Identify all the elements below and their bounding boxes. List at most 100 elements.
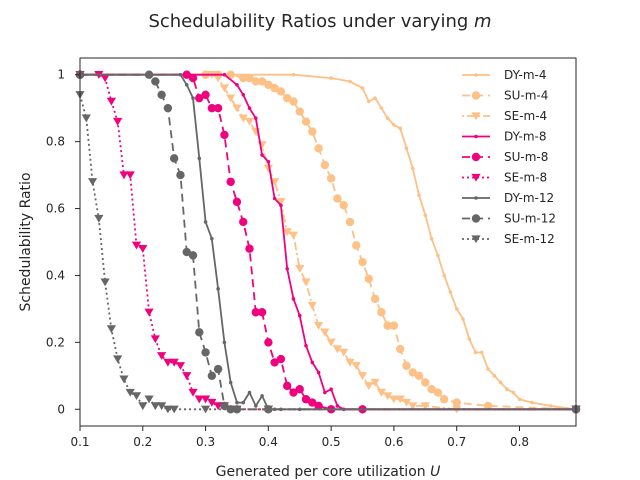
data-point	[433, 388, 443, 397]
data-point	[480, 350, 484, 355]
legend-item: SE-m-8	[462, 171, 547, 185]
x-tick-label: 0.8	[510, 435, 529, 449]
data-point	[408, 368, 417, 377]
data-point	[373, 96, 377, 100]
data-point	[87, 178, 98, 186]
data-point	[200, 395, 211, 404]
data-point	[247, 106, 252, 110]
y-tick-label: 0.2	[46, 335, 65, 349]
data-point	[389, 395, 399, 404]
series-line-se-m-12	[79, 94, 576, 411]
data-point	[408, 402, 418, 411]
legend-label: SU-m-8	[504, 150, 548, 164]
data-point	[169, 405, 179, 414]
data-point	[414, 371, 424, 381]
data-point	[138, 402, 148, 411]
series-line-se-m-8	[80, 73, 576, 411]
data-point	[222, 72, 227, 77]
data-point	[448, 290, 453, 294]
data-point	[131, 241, 142, 250]
data-point	[285, 266, 289, 271]
chart-title: Schedulability Ratios under varying m	[148, 11, 491, 32]
series-line-su-m-12	[80, 73, 576, 411]
data-point	[505, 387, 509, 392]
y-tick-label: 0.8	[46, 135, 65, 149]
data-point	[195, 93, 204, 103]
data-point	[377, 308, 386, 317]
data-point	[279, 203, 283, 207]
data-point	[232, 104, 242, 113]
data-point	[213, 74, 223, 83]
data-point	[257, 141, 267, 150]
data-point	[264, 338, 273, 347]
data-point	[389, 321, 399, 330]
series-line-su-m-4	[80, 73, 577, 411]
legend-item: SU-m-8	[462, 150, 548, 164]
y-tick-label: 0.6	[46, 202, 65, 216]
y-tick-label: 1	[57, 68, 65, 82]
data-point	[364, 274, 374, 283]
data-point	[188, 251, 198, 260]
series-dy-m-8	[78, 72, 578, 412]
x-tick-label: 0.4	[259, 435, 278, 449]
data-point	[289, 388, 298, 397]
data-point	[385, 116, 390, 121]
data-point	[119, 375, 129, 384]
data-point	[313, 321, 324, 330]
series-line-su-m-8	[80, 73, 576, 411]
legend-label: DY-m-8	[504, 130, 546, 144]
data-point	[270, 358, 279, 367]
data-point	[282, 381, 292, 391]
data-point	[332, 345, 343, 354]
data-point	[423, 213, 428, 218]
data-point	[220, 401, 229, 411]
data-point	[395, 395, 405, 404]
data-point	[396, 344, 405, 354]
data-point	[94, 214, 104, 223]
data-point	[326, 174, 336, 183]
legend-marker	[471, 112, 481, 121]
data-point	[367, 99, 371, 104]
series-se-m-12	[75, 91, 581, 414]
data-point	[402, 361, 411, 370]
data-point	[276, 198, 286, 206]
data-point	[272, 196, 277, 201]
data-point	[175, 362, 186, 370]
data-point	[226, 70, 235, 79]
data-point	[401, 398, 412, 407]
data-point	[144, 395, 154, 404]
data-point	[320, 328, 330, 337]
data-point	[241, 93, 246, 97]
legend-marker	[474, 134, 478, 139]
data-point	[264, 80, 273, 89]
series-line-se-m-4	[80, 73, 576, 411]
data-point	[245, 73, 254, 83]
data-point	[157, 90, 166, 100]
data-point	[216, 287, 220, 291]
legend-marker	[471, 152, 481, 162]
data-point	[144, 70, 154, 79]
data-point	[307, 301, 317, 310]
data-point	[241, 400, 246, 405]
data-point	[301, 117, 311, 126]
data-point	[295, 107, 304, 116]
data-point	[511, 390, 516, 395]
legend-label: DY-m-4	[504, 68, 546, 82]
x-tick-label: 0.5	[322, 435, 341, 449]
data-point	[150, 402, 160, 411]
data-point	[182, 372, 192, 380]
data-point	[81, 114, 91, 123]
data-point	[442, 273, 446, 278]
legend-label: SU-m-4	[504, 89, 548, 103]
legend-marker	[471, 91, 481, 100]
series-line-dy-m-8	[80, 73, 576, 411]
legend-label: SU-m-12	[504, 212, 556, 226]
data-point	[163, 103, 173, 113]
data-point	[157, 352, 167, 360]
data-point	[379, 106, 384, 110]
data-point	[194, 395, 204, 404]
data-point	[106, 97, 116, 106]
legend-item: DY-m-8	[462, 130, 546, 144]
data-point	[339, 201, 348, 210]
